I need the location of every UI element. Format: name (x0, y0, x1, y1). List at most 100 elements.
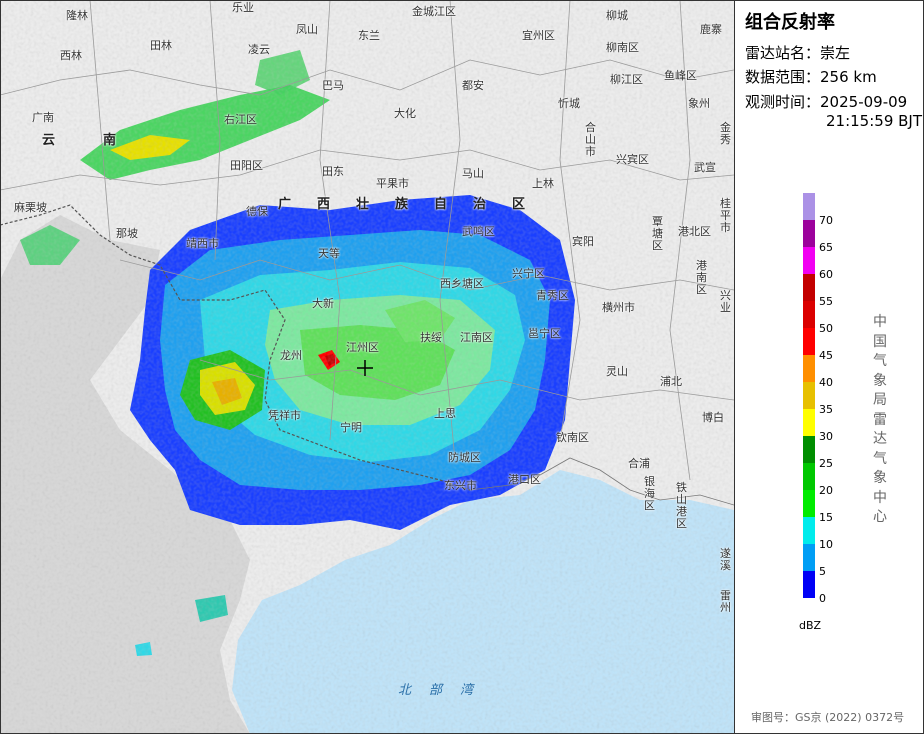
place-label: 港北区 (678, 225, 711, 238)
time-row: 观测时间：2025-09-09 (745, 91, 907, 112)
legend-swatch (803, 490, 815, 517)
legend-swatch (803, 328, 815, 355)
legend-swatch (803, 463, 815, 490)
place-label: 宜州区 (522, 29, 555, 42)
legend-tick-label: 55 (819, 295, 833, 308)
place-label: 江州区 (346, 341, 379, 354)
legend-tick-label: 15 (819, 511, 833, 524)
legend-swatch (803, 355, 815, 382)
place-label: 灵山 (606, 365, 628, 378)
legend-unit: dBZ (799, 619, 822, 632)
place-label: 象州 (688, 97, 710, 110)
place-label: 麻栗坡 (14, 201, 47, 214)
legend-swatch (803, 247, 815, 274)
place-label: 上思 (434, 407, 456, 420)
legend-swatch (803, 220, 815, 247)
place-label-vertical: 兴业 (720, 289, 731, 314)
place-label: 西林 (60, 49, 82, 62)
place-label: 兴宁区 (512, 267, 545, 280)
map-approval-number: 审图号：GS京 (2022) 0372号 (751, 711, 905, 724)
legend-swatch (803, 301, 815, 328)
place-label: 柳江区 (610, 73, 643, 86)
place-label-vertical: 港南区 (696, 259, 707, 296)
place-label: 田阳区 (230, 159, 263, 172)
national-border (0, 204, 471, 491)
station-row: 雷达站名：崇左 (745, 42, 850, 63)
place-label: 德保 (246, 205, 268, 218)
station-name: 崇左 (820, 44, 851, 62)
place-label: 武鸣区 (462, 225, 495, 238)
place-label: 凌云 (248, 43, 270, 56)
place-label: 浦北 (660, 375, 682, 388)
radar-center-marker (357, 360, 373, 376)
county-boundaries (0, 0, 734, 481)
radar-map[interactable]: 隆林 乐业 凤山 东兰 金城江区 宜州区 柳城 柳南区 鹿寨 西林 田林 凌云 巴马 都安 柳江区 鱼峰区 象州… (0, 0, 734, 734)
place-label: 东兰 (358, 29, 380, 42)
place-label: 青秀区 (536, 289, 569, 302)
legend-swatch (803, 382, 815, 409)
place-label: 那坡 (116, 227, 138, 240)
place-label: 隆林 (66, 9, 88, 22)
place-label-vertical: 雷州 (720, 589, 731, 614)
place-label: 上林 (532, 177, 554, 190)
place-label: 柳城 (606, 9, 628, 22)
legend-tick-label: 70 (819, 214, 833, 227)
legend-tick-label: 50 (819, 322, 833, 335)
place-label: 横州市 (602, 301, 635, 314)
place-label: 合浦 (628, 457, 650, 470)
place-label: 防城区 (448, 451, 481, 464)
place-label: 田林 (150, 39, 172, 52)
place-label: 龙州 (280, 349, 302, 362)
place-label: 宁明 (340, 421, 362, 434)
place-label: 柳南区 (606, 41, 639, 54)
legend-tick-label: 25 (819, 457, 833, 470)
place-label: 金城江区 (412, 5, 456, 18)
legend-tick-label: 65 (819, 241, 833, 254)
map-canvas (0, 0, 734, 734)
range-row: 数据范围：256 km (745, 66, 877, 87)
legend-tick-label: 0 (819, 592, 826, 605)
place-label: 宾阳 (572, 235, 594, 248)
time-label: 观测时间： (745, 93, 821, 111)
place-label: 靖西市 (186, 237, 219, 250)
place-label: 港口区 (508, 473, 541, 486)
place-label: 钦南区 (556, 431, 589, 444)
place-label: 凭祥市 (268, 409, 301, 422)
legend-swatch (803, 193, 815, 220)
place-label: 马山 (462, 167, 484, 180)
station-label: 雷达站名： (745, 44, 821, 62)
place-label-vertical: 桂平市 (720, 197, 731, 234)
place-label: 忻城 (558, 97, 580, 110)
region-label: 广西壮族自治区 (278, 197, 552, 212)
legend-tick-label: 30 (819, 430, 833, 443)
range-value: 256 km (820, 68, 877, 86)
place-label: 扶绥 (420, 331, 442, 344)
legend-tick-label: 35 (819, 403, 833, 416)
place-label: 邕宁区 (528, 327, 561, 340)
color-legend (803, 193, 815, 600)
legend-tick-label: 45 (819, 349, 833, 362)
info-panel: 组合反射率 雷达站名：崇左 数据范围：256 km 观测时间：2025-09-0… (734, 0, 924, 734)
legend-tick-label: 60 (819, 268, 833, 281)
place-label: 鱼峰区 (664, 69, 697, 82)
range-label: 数据范围： (745, 68, 821, 86)
place-label: 巴马 (322, 79, 344, 92)
place-label: 乐业 (232, 1, 254, 14)
place-label: 天等 (318, 247, 340, 260)
place-label: 凤山 (296, 23, 318, 36)
place-label-vertical: 银海区 (644, 475, 655, 512)
coastline (469, 457, 734, 506)
obs-date: 2025-09-09 (820, 93, 908, 111)
place-label: 田东 (322, 165, 344, 178)
place-label: 大新 (312, 297, 334, 310)
vertical-title: 中国气象局雷达气象中心 (873, 314, 887, 525)
place-label: 都安 (462, 79, 484, 92)
place-label-vertical: 金秀 (720, 121, 731, 146)
place-label: 兴宾区 (616, 153, 649, 166)
province-label: 云南 (42, 133, 165, 148)
legend-swatch (803, 274, 815, 301)
legend-tick-label: 20 (819, 484, 833, 497)
legend-swatch (803, 544, 815, 571)
place-label: 江南区 (460, 331, 493, 344)
place-label: 西乡塘区 (440, 277, 484, 290)
